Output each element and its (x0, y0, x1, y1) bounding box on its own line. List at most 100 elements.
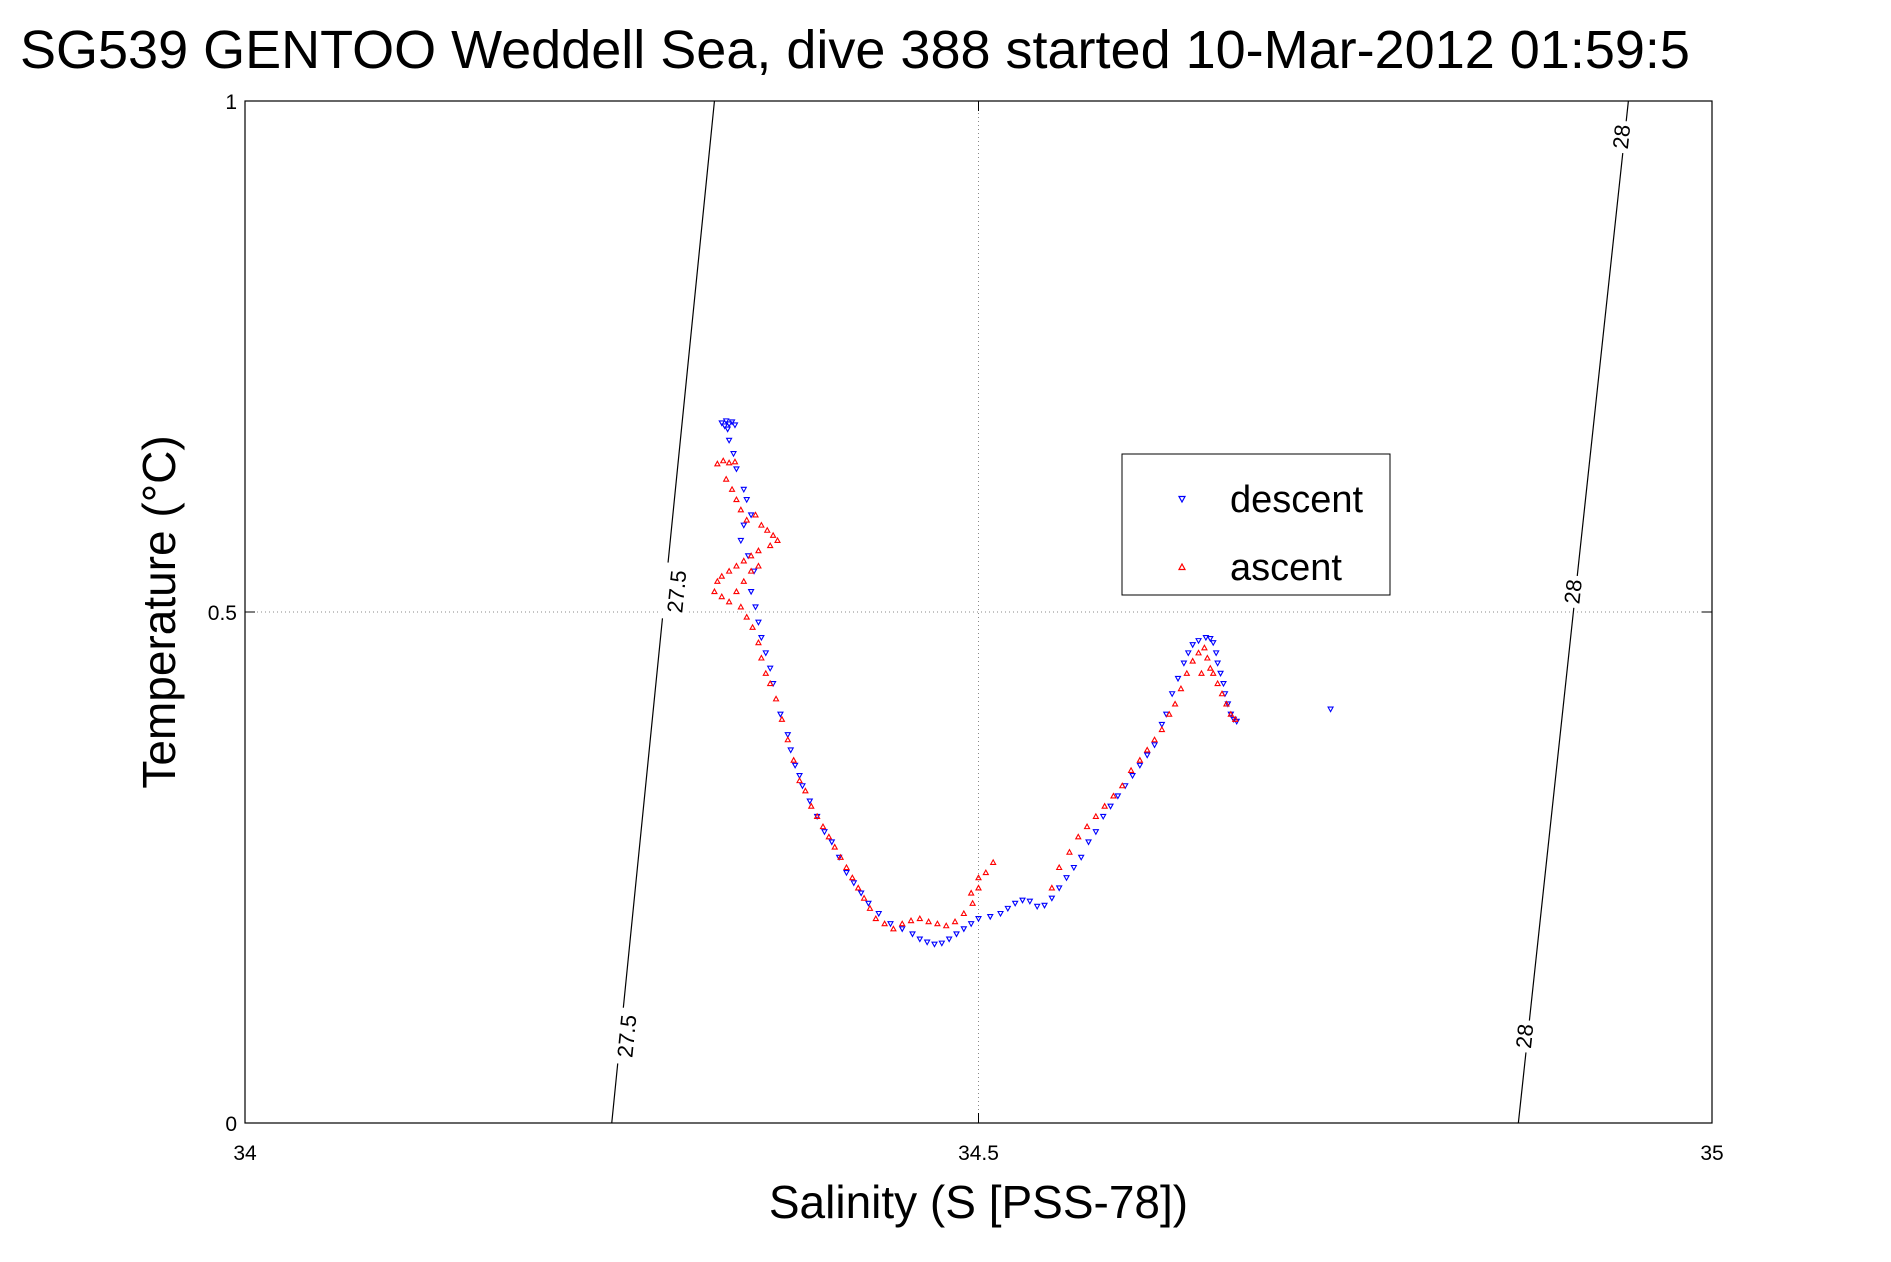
descent-point-5 (731, 422, 739, 429)
ascent-point-64 (969, 899, 977, 906)
ascent-point-63 (960, 909, 968, 917)
ascent-point-13 (774, 536, 781, 544)
descent-point-87 (1214, 660, 1222, 667)
contour-label-0: 27.5 (660, 562, 693, 621)
descent-point-83 (1202, 634, 1210, 642)
x-tick-label-0: 34 (233, 1142, 257, 1165)
density-contours: 27.5 27.5 28 28 28 (610, 100, 1636, 1124)
ascent-point-84 (1165, 710, 1173, 717)
descent-point-36 (850, 880, 858, 887)
ascent-point-97 (1227, 710, 1235, 717)
descent-point-64 (1077, 854, 1085, 861)
ascent-point-62 (951, 918, 959, 925)
contour-label-2: 28 (1557, 574, 1588, 609)
descent-point-24 (777, 711, 784, 718)
ascent-point-15 (755, 547, 762, 554)
legend: descent ascent (1121, 453, 1391, 596)
ascent-point-10 (757, 521, 765, 528)
y-tick-label-0: 0 (225, 1113, 237, 1136)
ascent-point-2 (725, 459, 733, 466)
ascent-point-23 (718, 593, 726, 600)
descent-point-65 (1085, 839, 1092, 846)
ascent-point-83 (1158, 725, 1166, 733)
ascent-point-26 (740, 577, 748, 584)
descent-point-30 (806, 798, 814, 805)
descent-point-72 (1136, 762, 1144, 769)
descent-point-55 (1011, 900, 1019, 907)
ascent-point-18 (733, 562, 740, 569)
descent-point-26 (787, 747, 795, 754)
ascent-point-90 (1200, 644, 1208, 651)
ascent-point-56 (898, 920, 906, 927)
axis-ticks: 34 34.5 35 0 0.5 1 (208, 91, 1724, 1165)
x-tick-label-2: 35 (1700, 1142, 1723, 1165)
ascent-point-93 (1209, 669, 1217, 676)
descent-point-40 (887, 921, 894, 928)
descent-point-38 (865, 900, 872, 907)
ascent-point-37 (778, 715, 786, 722)
legend-marker-ascent (1177, 562, 1187, 571)
ascent-point-1 (719, 457, 727, 464)
ascent-point-53 (872, 914, 880, 922)
descent-point-1 (722, 418, 730, 425)
ascent-point-73 (1074, 833, 1082, 840)
contour-label-text-3: 28 (1511, 1023, 1538, 1050)
ascent-point-22 (711, 587, 718, 595)
ascent-point-58 (916, 914, 924, 922)
descent-point-8 (730, 451, 737, 458)
descent-point-71 (1129, 772, 1136, 780)
descent-point-35 (843, 870, 850, 877)
descent-point-51 (975, 916, 982, 923)
descent-point-49 (960, 926, 968, 933)
descent-point-19 (755, 619, 762, 626)
ascent-point-85 (1171, 700, 1179, 707)
descent-point-79 (1180, 660, 1188, 667)
ascent-point-31 (749, 623, 757, 630)
ascent-point-19 (725, 567, 733, 574)
descent-point-9 (733, 466, 740, 473)
ascent-point-71 (1055, 863, 1063, 871)
ascent-point-20 (718, 572, 726, 579)
chart-title: SG539 GENTOO Weddell Sea, dive 388 start… (20, 20, 1690, 80)
descent-point-12 (747, 512, 755, 519)
ascent-point-67 (989, 858, 997, 865)
descent-point-56 (1019, 897, 1026, 904)
ascent-point-50 (854, 884, 862, 891)
ascent-point-24 (725, 598, 733, 605)
ascent-point-47 (837, 853, 845, 860)
descent-point-50 (967, 921, 975, 928)
ascent-point-77 (1110, 792, 1117, 799)
ascent-point-48 (843, 863, 850, 871)
descent-point-45 (931, 941, 938, 948)
descent-point-67 (1099, 813, 1107, 821)
ascent-point-94 (1214, 679, 1222, 687)
contour-label-text-2: 28 (1559, 578, 1586, 605)
ascent-point-60 (933, 920, 941, 927)
ascent-point-3 (731, 458, 739, 465)
ascent-point-66 (982, 868, 990, 876)
ascent-point-11 (763, 526, 771, 533)
ascent-point-81 (1143, 746, 1151, 753)
ascent-point-25 (733, 587, 740, 595)
descent-point-86 (1212, 650, 1220, 657)
ascent-point-86 (1177, 685, 1185, 692)
ascent-point-16 (747, 552, 755, 559)
descent-point-95 (1327, 706, 1335, 713)
ascent-point-55 (889, 925, 897, 932)
descent-point-46 (938, 940, 946, 947)
descent-point-69 (1114, 793, 1122, 800)
ascent-point-87 (1183, 669, 1191, 676)
ascent-point-91 (1203, 654, 1211, 661)
x-axis-title: Salinity (S [PSS-78]) (769, 1176, 1188, 1228)
x-tick-label-1: 34.5 (958, 1142, 999, 1165)
ascent-point-6 (733, 495, 740, 503)
descent-point-29 (799, 783, 806, 790)
ascent-point-68 (975, 874, 982, 881)
descent-point-80 (1184, 650, 1192, 657)
descent-point-21 (762, 650, 770, 657)
contour-label-text-4: 28 (1608, 123, 1635, 150)
ascent-point-30 (743, 613, 751, 620)
ascent-point-46 (831, 843, 839, 850)
data-series (711, 418, 1335, 948)
descent-point-11 (743, 497, 751, 504)
